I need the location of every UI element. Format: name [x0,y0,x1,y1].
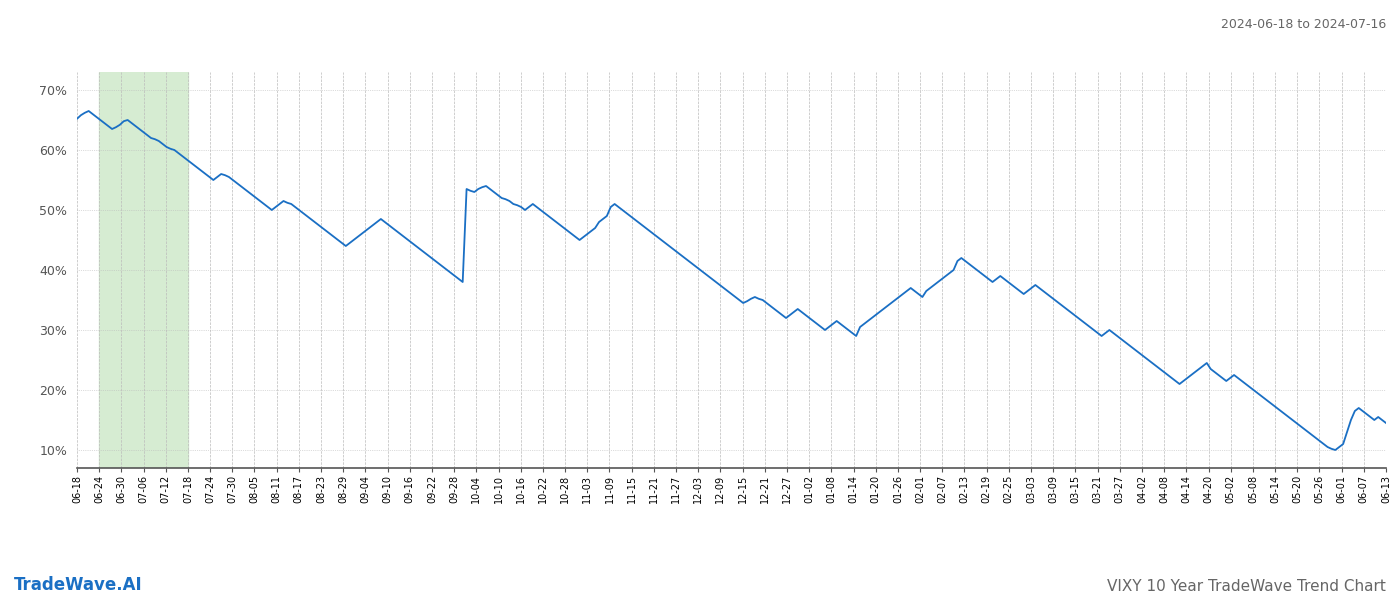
Text: 2024-06-18 to 2024-07-16: 2024-06-18 to 2024-07-16 [1221,18,1386,31]
Text: TradeWave.AI: TradeWave.AI [14,576,143,594]
Text: VIXY 10 Year TradeWave Trend Chart: VIXY 10 Year TradeWave Trend Chart [1107,579,1386,594]
Bar [99,72,188,468]
